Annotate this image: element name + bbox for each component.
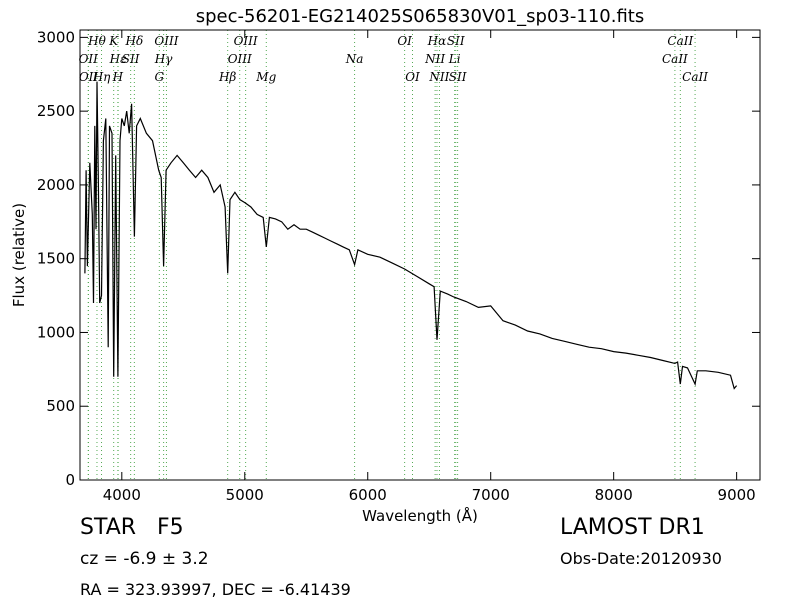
spectral-line-label: NII [424,52,445,66]
spectral-class: STAR F5 [80,515,184,540]
y-axis-label: Flux (relative) [10,203,28,307]
x-tick-label: 6000 [349,486,387,504]
y-tick-label: 1500 [37,250,75,268]
spectral-line-label: CaII [682,70,708,84]
y-tick-label: 500 [46,397,75,415]
x-tick-label: 4000 [103,486,141,504]
spectral-line-label: G [155,70,165,84]
spectral-line-label: H [112,70,124,84]
y-tick-label: 0 [65,471,75,489]
spectral-line-label: SII [449,70,467,84]
redshift: cz = -6.9 ± 3.2 [80,549,209,569]
spectral-line-label: SII [447,34,465,48]
spectral-line-label: Hη [92,70,111,84]
spectral-line-label: Mg [255,70,276,84]
obs-date: Obs-Date:20120930 [560,549,722,568]
spectral-line-label: Li [448,52,461,66]
spectral-line-label: CaII [667,34,693,48]
x-tick-label: 8000 [595,486,633,504]
x-tick-label: 7000 [472,486,510,504]
spectral-line-label: OII [79,70,99,84]
y-tick-label: 1000 [37,323,75,341]
spectral-line-label: OI [405,70,420,84]
spectral-line-label: OI [397,34,412,48]
spectral-line-label: Na [345,52,364,66]
spectral-line-label: Hβ [218,70,236,84]
spectral-line-label: Hθ [87,34,106,48]
spectral-line-label: OIII [228,52,252,66]
chart-title: spec-56201-EG214025S065830V01_sp03-110.f… [196,6,644,27]
spectral-line-label: OIII [234,34,258,48]
coordinates: RA = 323.93997, DEC = -6.41439 [80,580,351,599]
spectral-line-label: Hδ [124,34,143,48]
spectral-line-label: NII [428,70,449,84]
spectral-line-label: CaII [662,52,688,66]
y-tick-label: 2000 [37,176,75,194]
spectral-line-label: Hα [427,34,447,48]
spectral-line-label: OIII [154,34,178,48]
y-tick-label: 3000 [37,28,75,46]
plot-frame [79,29,761,481]
x-axis-label: Wavelength (Å) [362,506,478,525]
spectral-line-label: Hγ [154,52,173,66]
spectrum-line [84,81,738,390]
x-tick-label: 9000 [718,486,756,504]
survey: LAMOST DR1 [560,515,705,540]
spectral-line-label: K [108,34,119,48]
y-tick-label: 2500 [37,102,75,120]
spectral-line-label: SII [122,52,140,66]
x-tick-label: 5000 [226,486,264,504]
